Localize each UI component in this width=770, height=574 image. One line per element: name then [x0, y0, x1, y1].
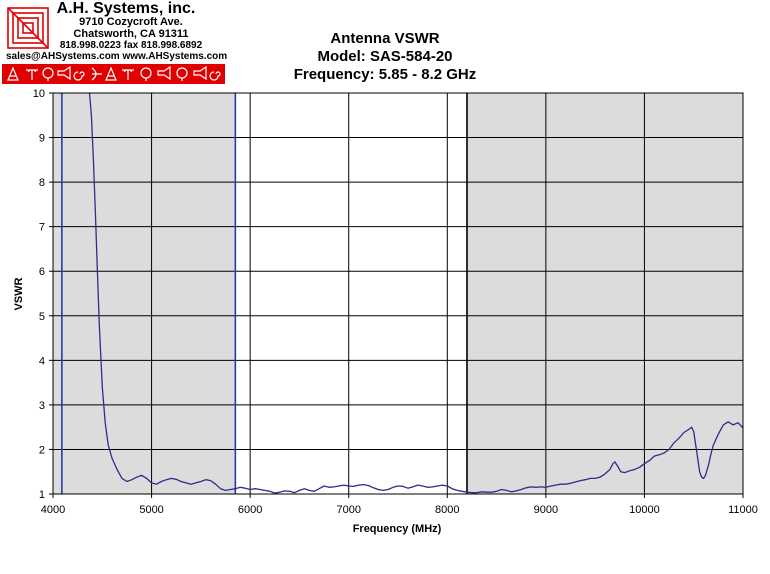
y-tick-label-2: 3: [39, 400, 45, 412]
loop-antenna-icon: [42, 67, 54, 81]
y-tick-label-0: 1: [39, 489, 45, 501]
x-tick-label-1: 5000: [139, 504, 163, 516]
company-street: 9710 Cozycroft Ave.: [79, 16, 183, 28]
plot-area: [53, 92, 744, 494]
spiral-antenna-icon-2: [209, 71, 221, 81]
x-tick-label-2: 6000: [238, 504, 262, 516]
loop-antenna-icon-3: [176, 67, 188, 81]
chart-subtitle-frequency: Frequency: 5.85 - 8.2 GHz: [293, 66, 477, 83]
company-header: A.H. Systems, inc. 9710 Cozycroft Ave. C…: [0, 0, 228, 88]
y-tick-label-4: 5: [39, 311, 45, 323]
plot-frame: [52, 92, 744, 495]
y-tick-label-3: 4: [39, 355, 45, 367]
x-tick-label-5: 9000: [534, 504, 558, 516]
reflector-antenna-icon: [91, 67, 102, 81]
y-tick-label-7: 8: [39, 177, 45, 189]
y-tick-label-9: 10: [33, 88, 45, 100]
axes: 4000 5000 6000 7000 8000 9000 10000 11000 1 2 3 4 5 6…: [33, 88, 758, 516]
x-axis-label: Frequency (MHz): [353, 523, 442, 535]
y-tick-label-6: 7: [39, 222, 45, 234]
x-tick-label-7: 11000: [728, 504, 758, 516]
loop-antenna-icon-2: [140, 67, 152, 81]
company-phone: 818.998.0223 fax 818.998.6892: [59, 40, 203, 51]
dipole-antenna-icon-2: [122, 69, 134, 80]
dipole-antenna-icon: [26, 69, 38, 80]
x-tick-label-6: 10000: [629, 504, 660, 516]
pyramid-antenna-icon-2: [105, 66, 117, 81]
spiral-antenna-icon: [73, 71, 85, 81]
shaded-band-0: [53, 93, 236, 494]
antenna-icons-strip: [2, 64, 225, 84]
chart-subtitle-model: Model: SAS-584-20: [317, 48, 453, 65]
x-tick-label-4: 8000: [435, 504, 459, 516]
horn-antenna-icon-2: [157, 65, 171, 81]
y-tick-label-1: 2: [39, 444, 45, 456]
chart-title-block: Antenna VSWR Model: SAS-584-20 Frequency…: [270, 30, 500, 84]
company-contact: sales@AHSystems.com www.AHSystems.com: [6, 51, 228, 62]
x-tick-label-3: 7000: [336, 504, 360, 516]
y-tick-label-5: 6: [39, 266, 45, 278]
company-logo-icon: [7, 7, 49, 49]
shaded-band-1: [467, 93, 743, 494]
y-tick-label-8: 9: [39, 133, 45, 145]
chart-title: Antenna VSWR: [330, 30, 440, 47]
company-name: A.H. Systems, inc.: [56, 0, 196, 17]
company-city: Chatsworth, CA 91311: [73, 28, 189, 40]
x-tick-label-0: 4000: [41, 504, 65, 516]
horn-antenna-icon-3: [193, 65, 207, 81]
horn-antenna-icon: [57, 65, 71, 81]
vswr-series-line-0: [88, 92, 744, 494]
y-axis-label: VSWR: [13, 277, 25, 310]
pyramid-antenna-icon: [7, 66, 19, 81]
